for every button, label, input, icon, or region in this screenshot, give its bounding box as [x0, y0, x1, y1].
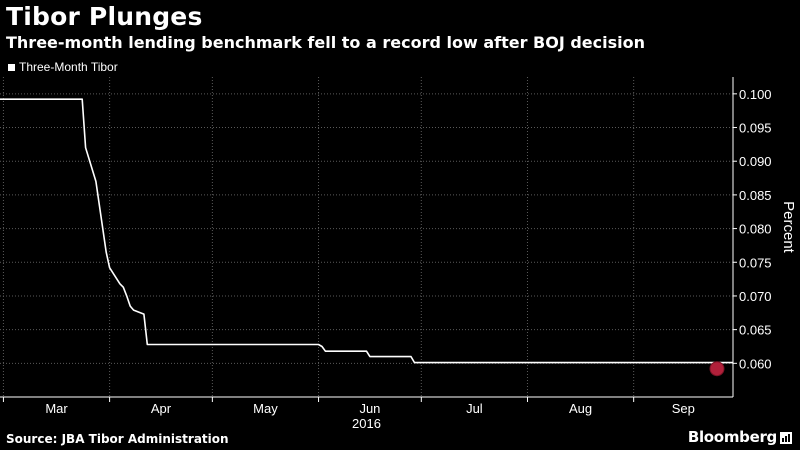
y-tick-label: 0.090	[739, 154, 772, 169]
series-layer	[0, 98, 733, 377]
y-tick-label: 0.095	[739, 121, 772, 136]
x-tick-label: Apr	[151, 401, 172, 416]
x-tick-label: Mar	[45, 401, 68, 416]
brand-text: Bloomberg	[687, 428, 777, 446]
x-tick-label: Aug	[569, 401, 592, 416]
legend: Three-Month Tibor	[8, 60, 118, 74]
y-axis-title: Percent	[780, 201, 797, 254]
y-tick-label: 0.075	[739, 255, 772, 270]
axis-layer: 0.060 0.065 0.070 0.075 0.080 0.085 0.090 0.095…	[0, 77, 797, 431]
y-tick-label: 0.070	[739, 289, 772, 304]
x-tick-label: Jun	[359, 401, 380, 416]
x-tick-label: Sep	[672, 401, 695, 416]
chart-title: Tibor Plunges	[6, 2, 203, 31]
bloomberg-logo: Bloomberg	[688, 428, 792, 446]
y-tick-label: 0.060	[739, 356, 772, 371]
legend-swatch	[8, 63, 15, 71]
bloomberg-terminal-icon	[780, 432, 792, 444]
y-tick-label: 0.085	[739, 188, 772, 203]
legend-label: Three-Month Tibor	[19, 60, 118, 74]
y-tick-label: 0.100	[739, 87, 772, 102]
x-tick-label: Jul	[466, 401, 483, 416]
chart-subtitle: Three-month lending benchmark fell to a …	[6, 33, 646, 52]
x-year-label: 2016	[352, 416, 381, 431]
end-point-marker	[709, 361, 725, 377]
series-line-three-month-tibor	[0, 98, 733, 364]
source-note: Source: JBA Tibor Administration	[6, 432, 229, 446]
grid-layer	[0, 77, 733, 397]
y-tick-label: 0.065	[739, 323, 772, 338]
x-tick-label: May	[253, 401, 278, 416]
y-tick-label: 0.080	[739, 222, 772, 237]
